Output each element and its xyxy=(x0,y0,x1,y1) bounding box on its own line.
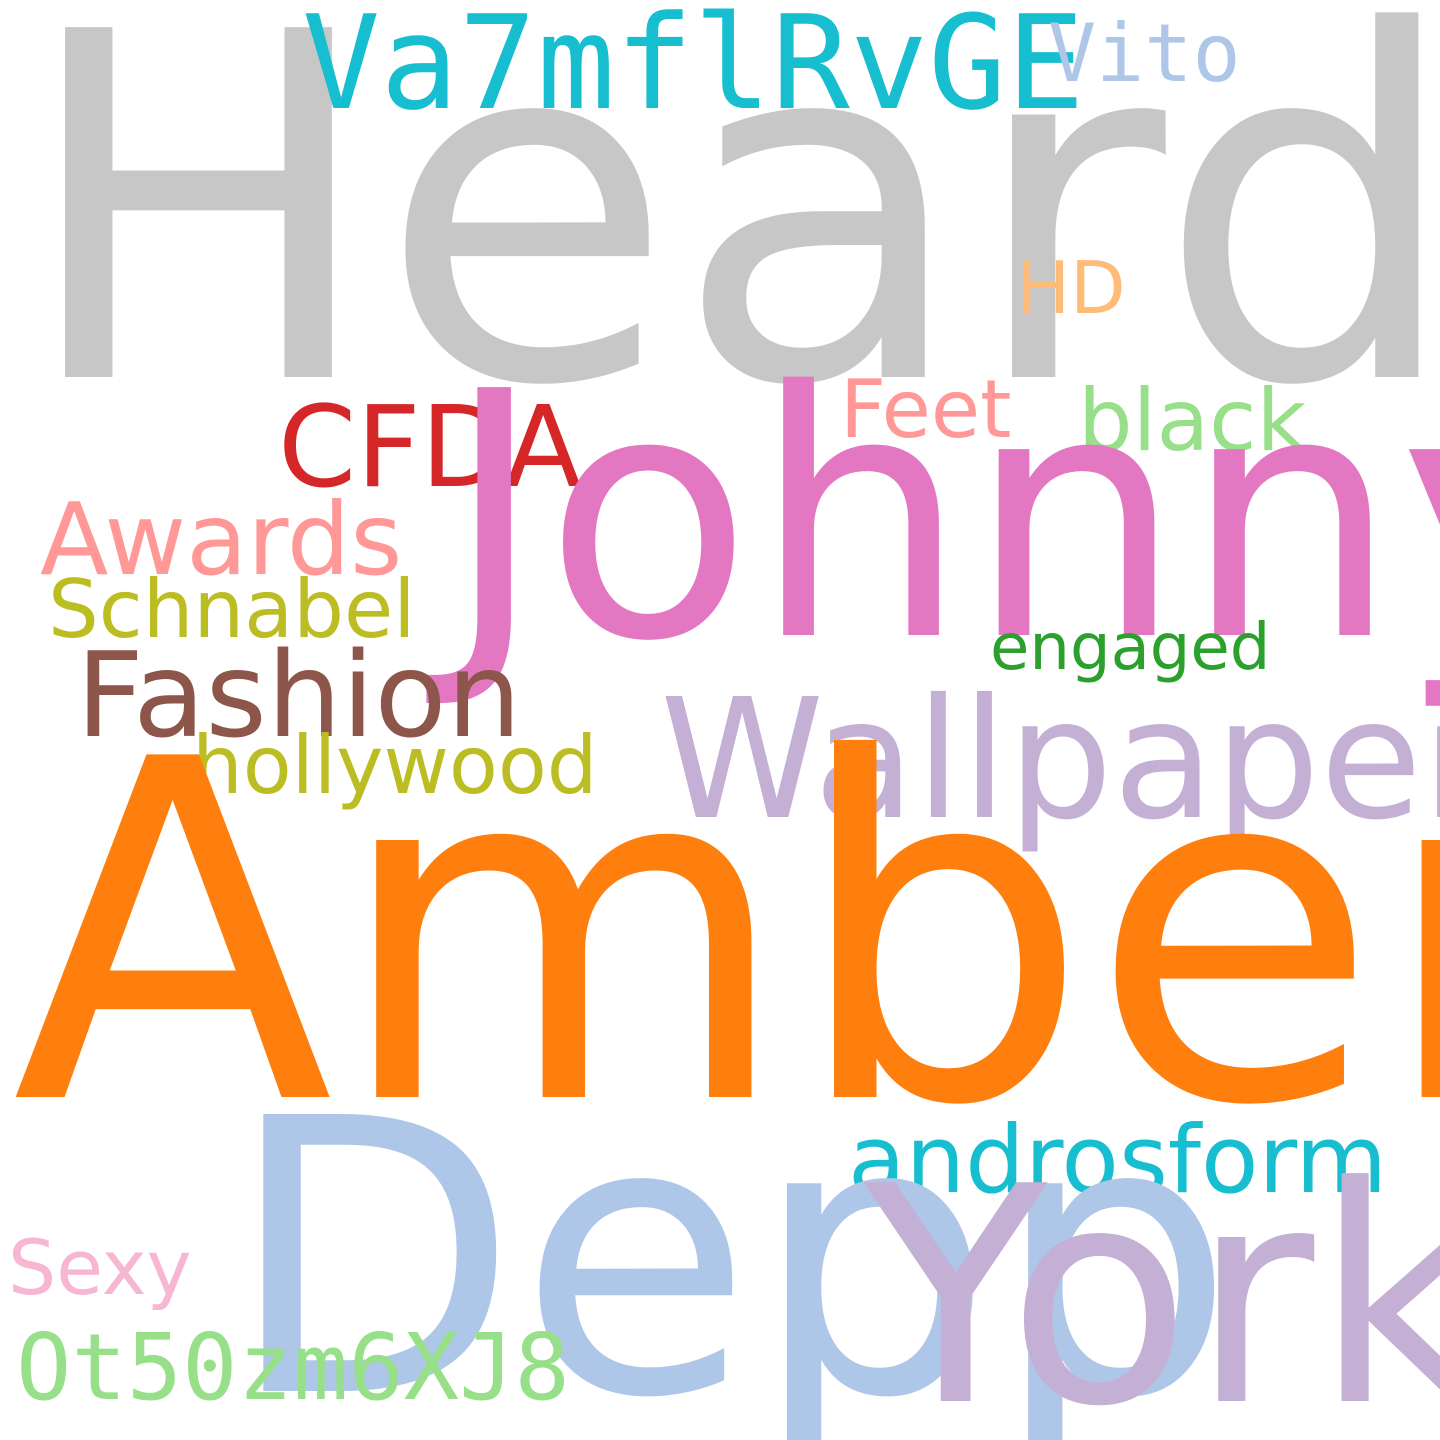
word-awards: Awards xyxy=(40,481,403,598)
word-vito: Vito xyxy=(1048,7,1241,100)
word-hollywood: hollywood xyxy=(192,719,598,812)
word-cfda: CFDA xyxy=(278,383,582,513)
word-ot50zm6xj8: Ot50zm6XJ8 xyxy=(16,1314,570,1421)
word-va7mflrvge: Va7mflRvGE xyxy=(302,0,1085,139)
word-fashion: Fashion xyxy=(76,626,522,764)
word-wallpaper: Wallpaper xyxy=(660,664,1440,857)
word-feet: Feet xyxy=(840,363,1012,456)
word-johnny: Johnny xyxy=(444,320,1440,716)
word-york: York xyxy=(864,1123,1440,1440)
word-black: black xyxy=(1078,371,1307,471)
word-schnabel: Schnabel xyxy=(48,563,416,656)
word-heard: Heard xyxy=(18,0,1440,491)
word-sexy: Sexy xyxy=(8,1223,192,1312)
word-engaged: engaged xyxy=(990,611,1271,685)
word-hd: HD xyxy=(1016,246,1126,330)
word-depp: Depp xyxy=(226,1038,1235,1440)
word-amber: Amber xyxy=(12,661,1440,1208)
word-androsform: androsform xyxy=(848,1106,1388,1215)
